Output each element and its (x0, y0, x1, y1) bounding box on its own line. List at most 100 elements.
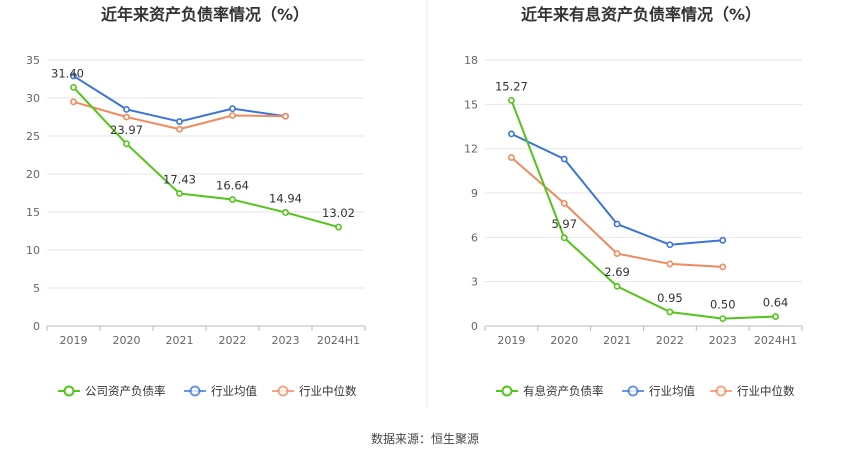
data-label: 13.02 (322, 206, 355, 220)
right-chart-panel: 近年来有息资产负债率情况（%） 0 3 6 9 12 15 18 2019 2020 2021 202… (464, 5, 803, 398)
y-tick-label: 0 (471, 320, 478, 333)
data-point (282, 209, 289, 216)
data-point (666, 308, 674, 316)
legend-item: 有息资产负债率 (496, 384, 604, 398)
x-tick-label: 2020 (113, 334, 141, 347)
data-point (719, 236, 727, 244)
data-point (176, 118, 183, 125)
y-tick-label: 30 (26, 92, 40, 105)
y-tick-label: 35 (26, 54, 40, 67)
x-tick-label: 2022 (219, 334, 247, 347)
x-tick-label: 2024H1 (317, 334, 360, 347)
data-label: 2.69 (604, 265, 630, 279)
data-point (229, 112, 236, 119)
series-line-2 (73, 100, 286, 131)
data-point (229, 105, 236, 113)
x-tick-label: 2023 (709, 334, 737, 347)
data-point (719, 315, 727, 323)
legend-item: 行业均值 (184, 384, 257, 398)
legend-marker (189, 385, 201, 397)
series-line-0 (72, 86, 339, 229)
data-point (123, 140, 130, 148)
data-point (613, 220, 621, 228)
legend-marker (715, 385, 727, 397)
data-label: 0.64 (763, 296, 789, 310)
chart-title: 近年来资产负债率情况（%） (101, 5, 309, 24)
left-chart-panel: 近年来资产负债率情况（%） 0 5 10 15 20 25 30 35 2019 2020 2021 2… (26, 5, 366, 398)
data-point (335, 223, 342, 231)
x-tick-label: 2023 (272, 334, 300, 347)
data-label: 14.94 (269, 191, 302, 205)
x-tick-label: 2022 (656, 334, 684, 347)
data-point (70, 83, 77, 91)
data-point (123, 106, 130, 113)
data-label: 0.50 (710, 298, 736, 312)
y-tick-label: 6 (471, 231, 478, 244)
x-tick-label: 2021 (166, 334, 194, 347)
data-label: 23.97 (110, 123, 143, 137)
data-point (613, 282, 621, 290)
data-point (176, 190, 183, 197)
legend-marker (277, 385, 289, 397)
x-tick-label: 2020 (550, 334, 578, 347)
data-label: 0.95 (657, 291, 683, 305)
data-label: 5.97 (551, 217, 577, 231)
y-tick-label: 20 (26, 168, 40, 181)
data-label: 17.43 (163, 173, 196, 187)
y-tick-label: 3 (471, 276, 478, 289)
y-tick-label: 15 (464, 98, 478, 111)
x-tick-label: 2019 (60, 334, 88, 347)
y-tick-label: 25 (26, 130, 40, 143)
legend-marker (63, 385, 75, 397)
series-line-1 (72, 75, 286, 123)
series-line-0 (510, 99, 776, 320)
data-point (176, 125, 183, 133)
data-point (772, 313, 779, 320)
legend-label: 行业均值 (211, 384, 257, 398)
legend-label: 行业均值 (649, 384, 695, 398)
y-tick-label: 5 (33, 282, 40, 295)
data-label: 31.40 (51, 66, 84, 80)
y-tick-label: 0 (33, 320, 40, 333)
data-point (560, 234, 568, 242)
data-point (508, 130, 515, 138)
y-tick-label: 15 (26, 206, 40, 219)
x-tick-label: 2024H1 (754, 334, 797, 347)
legend-item: 行业均值 (622, 384, 695, 398)
source-note: 数据来源：恒生聚源 (371, 431, 479, 446)
y-tick-label: 18 (464, 54, 478, 67)
x-tick-label: 2021 (603, 334, 631, 347)
data-point (70, 72, 77, 80)
legend-marker (627, 385, 639, 397)
data-label: 15.27 (495, 79, 528, 93)
legend-label: 行业中位数 (299, 384, 357, 398)
data-point (123, 113, 130, 121)
legend-item: 行业中位数 (272, 384, 357, 398)
legend-label: 公司资产负债率 (85, 384, 166, 398)
legend-item: 公司资产负债率 (58, 384, 166, 398)
data-point (613, 250, 621, 257)
data-point (560, 199, 568, 207)
chart-title: 近年来有息资产负债率情况（%） (521, 5, 761, 24)
data-point (508, 154, 515, 161)
data-point (508, 96, 515, 104)
series-line-1 (510, 132, 723, 246)
data-point (70, 98, 77, 106)
legend-label: 有息资产负债率 (523, 384, 604, 398)
data-label: 16.64 (216, 179, 249, 193)
data-point (666, 260, 674, 268)
data-point (666, 241, 674, 249)
data-point (229, 196, 236, 203)
data-point (719, 263, 727, 271)
x-tick-label: 2019 (497, 334, 525, 347)
legend-item: 行业中位数 (710, 384, 795, 398)
legend-marker (501, 385, 513, 397)
data-point (282, 112, 289, 120)
y-tick-label: 9 (471, 187, 478, 200)
y-tick-label: 10 (26, 244, 40, 257)
y-tick-label: 12 (464, 143, 478, 156)
legend-label: 行业中位数 (737, 384, 795, 398)
data-point (560, 155, 568, 163)
